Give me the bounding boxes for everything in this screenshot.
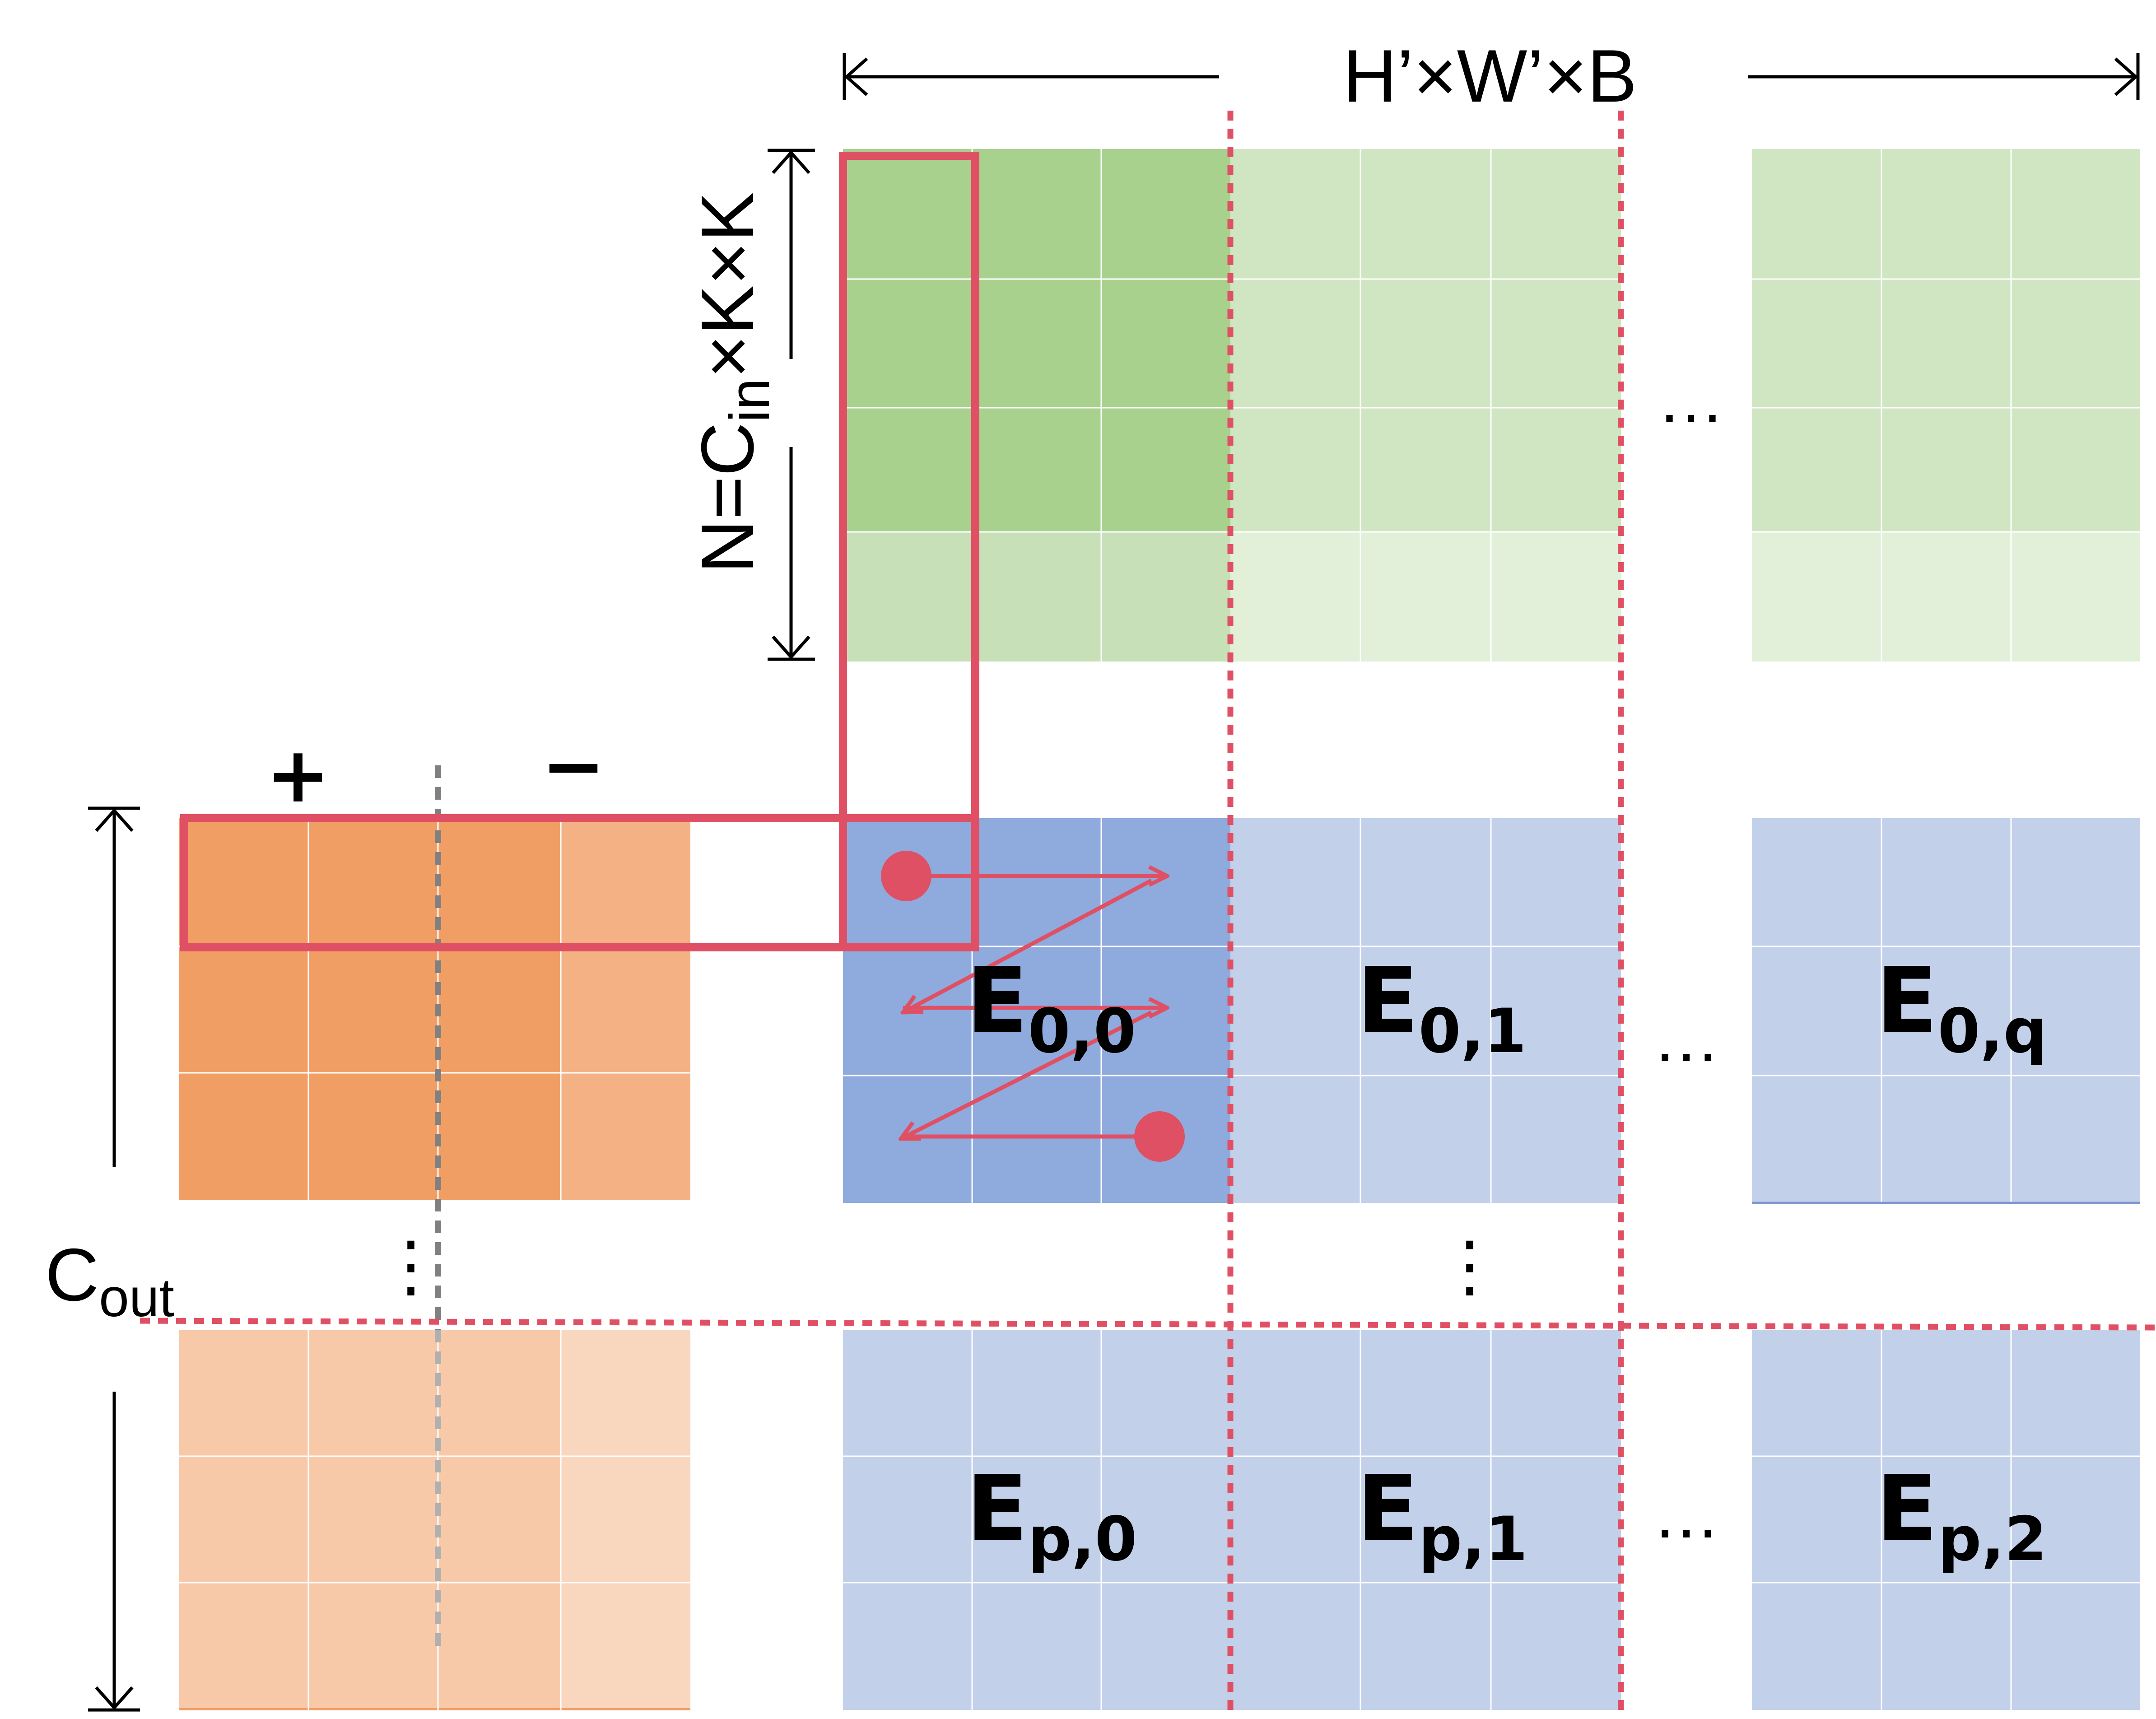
input-block-0 [843,149,1230,532]
output-label-p-2: Ep,2 [1876,1456,2047,1575]
input-block-1 [1230,149,1621,532]
weight-block-top-positive [179,818,561,1200]
input-block-0-bottom-row [843,532,1230,662]
output-block-p-2 [1752,1330,2140,1710]
positive-sign: + [266,731,330,820]
width-dimension [843,53,2140,100]
input-block-q-bottom-row [1752,532,2140,662]
ellipsis-output-bottom: … [1653,1476,1720,1552]
weight-block-bottom-positive [179,1330,561,1710]
traversal-arrow-4 [901,1010,1153,1139]
weight-matrix [179,818,690,1710]
output-block-p-0 [843,1330,1230,1710]
width-dimension-label: H’×W’×B [1343,34,1637,117]
cout-label: Cout [45,1233,174,1328]
output-label-0-q: E0,q [1876,948,2047,1067]
weight-block-bottom-negative [561,1330,690,1710]
output-label-p-0: Ep,0 [966,1456,1137,1575]
output-block-0-1 [1230,818,1621,1203]
traversal-end-dot [1134,1111,1185,1162]
ellipsis-weight-vertical: ⋮ [377,1228,445,1304]
traversal-arrow-2 [903,879,1153,1012]
partition-line-h [140,1318,2156,1331]
weight-row-highlight [180,814,979,951]
weight-grid-lines [179,818,690,1710]
weight-block-top-negative [561,818,690,1200]
input-block-1-bottom-row [1230,532,1621,662]
cout-dimension [88,806,140,1712]
output-block-0-q [1752,818,2140,1203]
output-label-0-0: E0,0 [966,948,1136,1067]
input-matrix [843,149,2140,662]
output-block-p-1 [1230,1330,1621,1710]
height-dimension-label: N=Cin×K×K [686,192,781,573]
traversal-start-dot [881,851,931,901]
traversal-path [901,876,1167,1139]
input-block-q [1752,149,2140,532]
output-label-p-1: Ep,1 [1357,1456,1527,1575]
output-label-0-1: E0,1 [1357,948,1527,1067]
ellipsis-output-vertical: ⋮ [1436,1228,1504,1304]
ellipsis-input: … [1657,361,1725,437]
negative-sign: − [541,722,605,811]
height-dimension [768,149,815,661]
ellipsis-output-top: … [1653,1000,1720,1076]
